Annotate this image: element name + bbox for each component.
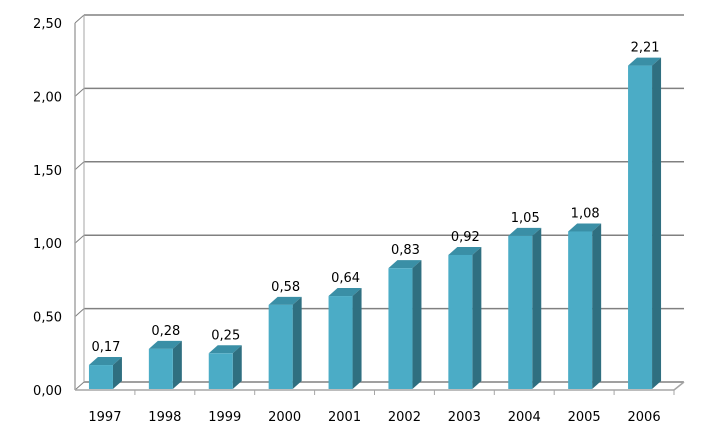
data-label: 0,28: [151, 324, 180, 339]
bar: [388, 268, 413, 389]
gridline-connector: [74, 381, 85, 391]
y-axis: 0,00 0,50 1,00 1,50 2,00 2,50: [33, 17, 62, 399]
x-tick-label: 2006: [628, 410, 661, 425]
data-label: 0,83: [391, 243, 420, 258]
bar: [448, 254, 473, 389]
bar-side: [112, 357, 122, 389]
y-tick-label: 1,50: [33, 164, 62, 179]
bar-top: [448, 246, 482, 255]
bar-side: [472, 246, 482, 389]
y-tick-label: 1,00: [33, 237, 62, 252]
bar-side: [292, 296, 302, 389]
x-axis: 1997 1998 1999 2000 2001 2002 2003 2004 2005 2006: [88, 390, 675, 425]
bar: [268, 304, 293, 389]
x-tick-label: 1998: [148, 410, 181, 425]
bar-side: [532, 227, 542, 389]
gridline-connector: [74, 88, 85, 97]
bar-side: [172, 340, 182, 389]
bar-top: [388, 260, 422, 269]
data-label: 1,05: [511, 211, 540, 226]
bar-side: [352, 288, 362, 389]
gridline-connector: [74, 161, 85, 171]
data-label: 0,92: [451, 230, 480, 245]
bar: [208, 353, 233, 389]
bar-top: [328, 288, 362, 297]
floor-edge: [673, 381, 685, 391]
x-tick-label: 1997: [88, 410, 121, 425]
bar-top: [268, 296, 302, 305]
bar: [628, 65, 653, 390]
y-tick-label: 0,50: [33, 311, 62, 326]
data-label: 0,25: [211, 328, 240, 343]
gridlines: [74, 14, 685, 391]
bar: [328, 296, 353, 389]
x-tick-label: 2002: [388, 410, 421, 425]
x-tick-label: 2004: [508, 410, 541, 425]
bar-top: [508, 227, 542, 236]
bar: [148, 348, 173, 389]
gridline-connector: [74, 234, 85, 244]
bar: [508, 235, 533, 389]
bar-top: [88, 357, 122, 366]
y-tick-label: 0,00: [33, 384, 62, 399]
y-tick-label: 2,50: [33, 17, 62, 32]
bar-series: 0,17 0,28 0,25 0,58 0,64 0,83 0,92 1,05 1,08 2,21: [88, 41, 662, 390]
bar: [88, 365, 113, 389]
bar-side: [232, 345, 242, 389]
bar: [568, 231, 593, 389]
bar-top: [148, 340, 182, 349]
bar-side: [592, 223, 602, 389]
x-tick-label: 2005: [568, 410, 601, 425]
x-tick-label: 2000: [268, 410, 301, 425]
x-tick-label: 1999: [208, 410, 241, 425]
data-label: 2,21: [631, 41, 660, 56]
bar-top: [208, 345, 242, 354]
x-tick-label: 2001: [328, 410, 361, 425]
data-label: 0,64: [331, 271, 360, 286]
bar-side: [412, 260, 422, 389]
bar-side: [652, 57, 662, 390]
data-label: 0,17: [91, 340, 120, 355]
bar-top: [568, 223, 602, 232]
y-tick-label: 2,00: [33, 90, 62, 105]
x-tick-label: 2003: [448, 410, 481, 425]
data-label: 1,08: [571, 206, 600, 221]
bar-top: [628, 57, 662, 66]
gridline-connector: [74, 14, 85, 24]
gridline-connector: [74, 308, 85, 317]
data-label: 0,58: [271, 280, 300, 295]
